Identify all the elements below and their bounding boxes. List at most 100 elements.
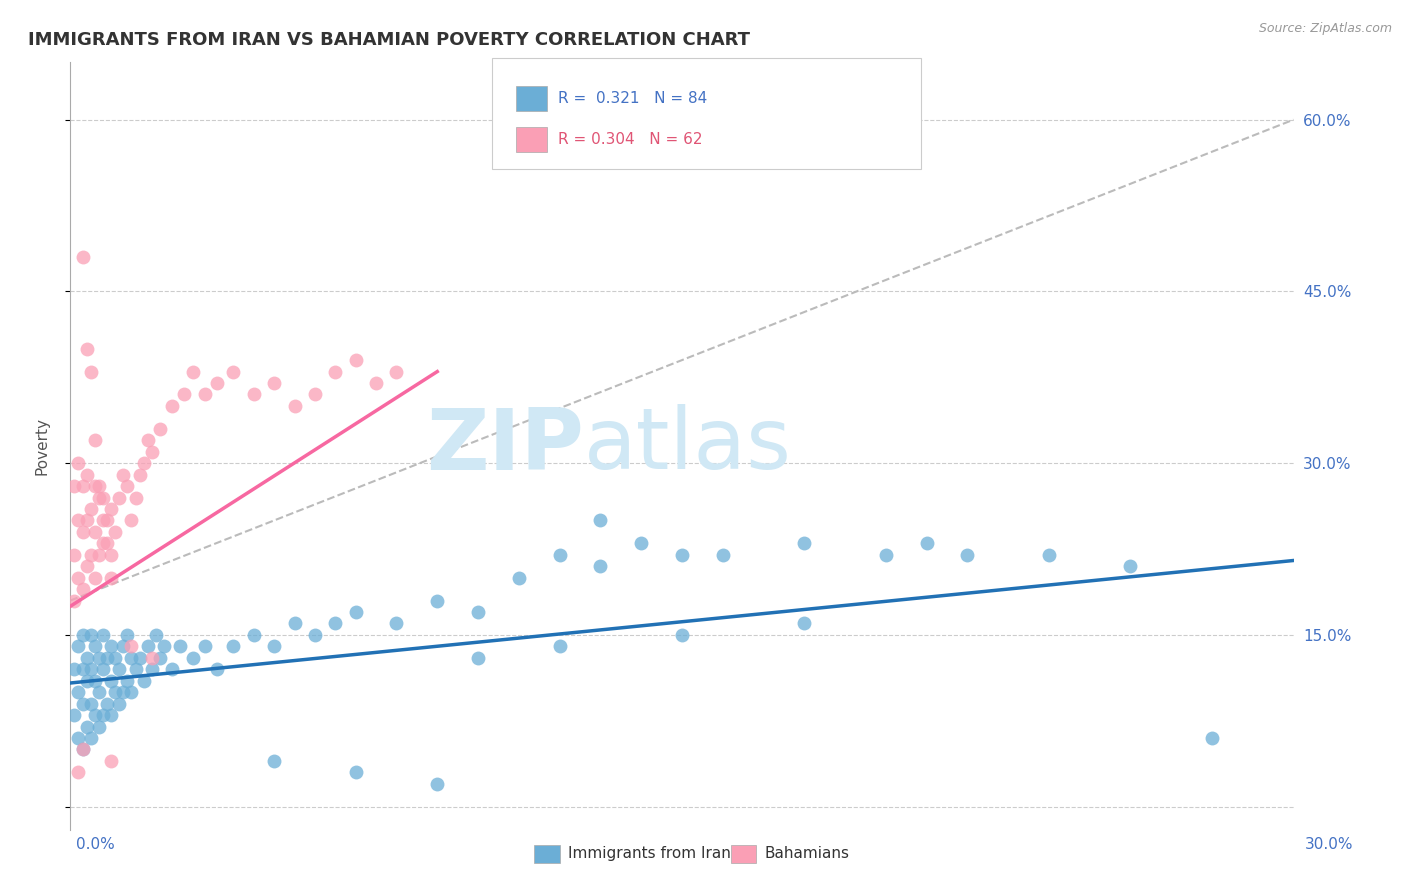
Point bbox=[1038, 548, 1060, 562]
Point bbox=[100, 673, 122, 688]
Point bbox=[149, 422, 172, 436]
Point bbox=[467, 650, 489, 665]
Point bbox=[67, 456, 90, 470]
Point bbox=[793, 616, 815, 631]
Point bbox=[243, 387, 266, 401]
Text: Source: ZipAtlas.com: Source: ZipAtlas.com bbox=[1258, 22, 1392, 36]
Point bbox=[100, 502, 122, 516]
Point bbox=[304, 387, 326, 401]
Point bbox=[205, 376, 228, 390]
Point bbox=[79, 365, 103, 379]
Point bbox=[91, 628, 114, 642]
Point bbox=[875, 548, 897, 562]
Point bbox=[96, 697, 118, 711]
Point bbox=[91, 662, 114, 676]
Point bbox=[63, 479, 86, 493]
Point bbox=[104, 685, 127, 699]
Point bbox=[108, 697, 131, 711]
Point bbox=[711, 548, 734, 562]
Point bbox=[132, 673, 155, 688]
Point bbox=[162, 399, 183, 413]
Point bbox=[76, 673, 98, 688]
Point bbox=[79, 662, 103, 676]
Point bbox=[72, 250, 94, 264]
Point bbox=[205, 662, 228, 676]
Point bbox=[72, 742, 94, 756]
Point bbox=[181, 365, 204, 379]
Point bbox=[67, 765, 90, 780]
Y-axis label: Poverty: Poverty bbox=[35, 417, 49, 475]
Point bbox=[87, 491, 110, 505]
Text: ZIP: ZIP bbox=[426, 404, 583, 488]
Point bbox=[222, 640, 245, 654]
Point bbox=[121, 513, 143, 527]
Point bbox=[385, 616, 408, 631]
Point bbox=[366, 376, 388, 390]
Point bbox=[222, 365, 245, 379]
Point bbox=[91, 708, 114, 723]
Point bbox=[100, 640, 122, 654]
Point bbox=[589, 559, 612, 574]
Point bbox=[100, 754, 122, 768]
Point bbox=[91, 536, 114, 550]
Point bbox=[67, 571, 90, 585]
Point bbox=[173, 387, 195, 401]
Point bbox=[124, 662, 146, 676]
Point bbox=[344, 353, 367, 368]
Point bbox=[153, 640, 176, 654]
Point bbox=[79, 502, 103, 516]
Text: atlas: atlas bbox=[583, 404, 792, 488]
Point bbox=[508, 571, 530, 585]
Point bbox=[72, 582, 94, 596]
Point bbox=[63, 593, 86, 607]
Point bbox=[956, 548, 979, 562]
Point bbox=[87, 685, 110, 699]
Point bbox=[128, 650, 150, 665]
Point bbox=[589, 513, 612, 527]
Point bbox=[79, 548, 103, 562]
Point bbox=[76, 342, 98, 356]
Point bbox=[548, 640, 571, 654]
Point bbox=[121, 640, 143, 654]
Point bbox=[72, 479, 94, 493]
Point bbox=[72, 662, 94, 676]
Point bbox=[76, 513, 98, 527]
Point bbox=[194, 640, 217, 654]
Text: R = 0.304   N = 62: R = 0.304 N = 62 bbox=[558, 132, 703, 147]
Point bbox=[108, 491, 131, 505]
Point bbox=[104, 524, 127, 539]
Point bbox=[79, 697, 103, 711]
Text: 30.0%: 30.0% bbox=[1305, 838, 1353, 852]
Point bbox=[76, 467, 98, 482]
Point bbox=[671, 548, 693, 562]
Point bbox=[915, 536, 938, 550]
Point bbox=[121, 685, 143, 699]
Point bbox=[104, 650, 127, 665]
Point bbox=[112, 467, 135, 482]
Point bbox=[83, 479, 105, 493]
Point bbox=[194, 387, 217, 401]
Point bbox=[263, 754, 285, 768]
Point bbox=[117, 673, 139, 688]
Point bbox=[83, 640, 105, 654]
Point bbox=[100, 548, 122, 562]
Point bbox=[263, 640, 285, 654]
Point bbox=[263, 376, 285, 390]
Point bbox=[169, 640, 191, 654]
Point bbox=[426, 777, 449, 791]
Point bbox=[181, 650, 204, 665]
Point bbox=[112, 640, 135, 654]
Point bbox=[1119, 559, 1142, 574]
Point bbox=[67, 513, 90, 527]
Point bbox=[344, 605, 367, 619]
Point bbox=[76, 650, 98, 665]
Point bbox=[67, 685, 90, 699]
Point bbox=[72, 628, 94, 642]
Point bbox=[284, 616, 307, 631]
Point bbox=[136, 434, 159, 448]
Point bbox=[63, 662, 86, 676]
Point bbox=[87, 719, 110, 733]
Text: IMMIGRANTS FROM IRAN VS BAHAMIAN POVERTY CORRELATION CHART: IMMIGRANTS FROM IRAN VS BAHAMIAN POVERTY… bbox=[28, 31, 751, 49]
Point bbox=[121, 650, 143, 665]
Point bbox=[63, 548, 86, 562]
